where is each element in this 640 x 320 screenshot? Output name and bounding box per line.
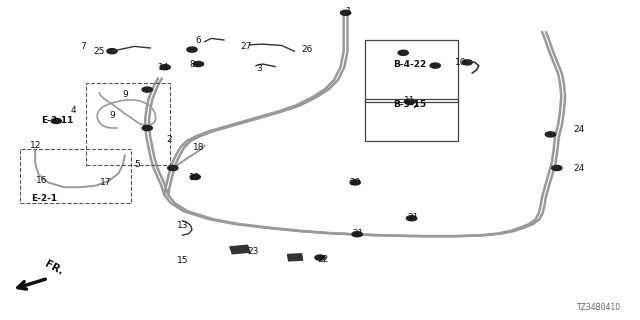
Text: 9: 9 (122, 90, 127, 99)
Circle shape (107, 49, 117, 54)
Circle shape (340, 10, 351, 15)
Text: B-4-22: B-4-22 (394, 60, 427, 68)
Circle shape (193, 61, 204, 67)
Text: 3: 3 (257, 64, 262, 73)
Circle shape (350, 180, 360, 185)
Text: 12: 12 (29, 141, 41, 150)
Circle shape (190, 174, 200, 180)
Text: 24: 24 (573, 125, 585, 134)
Circle shape (406, 216, 417, 221)
Text: E-3-11: E-3-11 (42, 116, 74, 124)
Text: 6: 6 (196, 36, 201, 44)
Text: FR.: FR. (44, 259, 65, 277)
Text: E-2-1: E-2-1 (31, 194, 57, 203)
Circle shape (142, 87, 152, 92)
Text: 24: 24 (573, 164, 585, 172)
Bar (230, 245, 250, 254)
Text: 4: 4 (71, 106, 76, 115)
Text: 10: 10 (455, 58, 467, 67)
Circle shape (160, 65, 170, 70)
Text: 15: 15 (177, 256, 188, 265)
Circle shape (187, 47, 197, 52)
Text: 17: 17 (100, 178, 111, 187)
Text: 9: 9 (109, 111, 115, 120)
Text: 5: 5 (135, 160, 140, 169)
Circle shape (142, 125, 152, 131)
Text: 25: 25 (93, 47, 105, 56)
Text: 1: 1 (346, 7, 351, 16)
Text: 22: 22 (317, 255, 329, 264)
Text: B-3-15: B-3-15 (394, 100, 427, 108)
Circle shape (462, 60, 472, 65)
Circle shape (404, 99, 415, 104)
Text: 16: 16 (36, 176, 47, 185)
Circle shape (552, 165, 562, 171)
Circle shape (352, 232, 362, 237)
Text: 8: 8 (189, 60, 195, 68)
Text: 26: 26 (301, 45, 313, 54)
Text: 13: 13 (177, 221, 188, 230)
Text: 14: 14 (157, 63, 169, 72)
Text: 21: 21 (353, 229, 364, 238)
Circle shape (398, 50, 408, 55)
Circle shape (430, 63, 440, 68)
Text: 21: 21 (407, 213, 419, 222)
Text: 23: 23 (247, 247, 259, 256)
Bar (287, 254, 303, 261)
Text: TZ34B0410: TZ34B0410 (577, 303, 621, 312)
Text: 18: 18 (193, 143, 204, 152)
Circle shape (315, 255, 325, 260)
Circle shape (168, 165, 178, 171)
Text: 11: 11 (404, 96, 415, 105)
Text: 2: 2 (167, 135, 172, 144)
Text: 20: 20 (349, 178, 361, 187)
Text: 27: 27 (241, 42, 252, 51)
Text: 19: 19 (189, 173, 201, 182)
Circle shape (51, 118, 61, 124)
Circle shape (545, 132, 556, 137)
Text: 7: 7 (81, 42, 86, 51)
